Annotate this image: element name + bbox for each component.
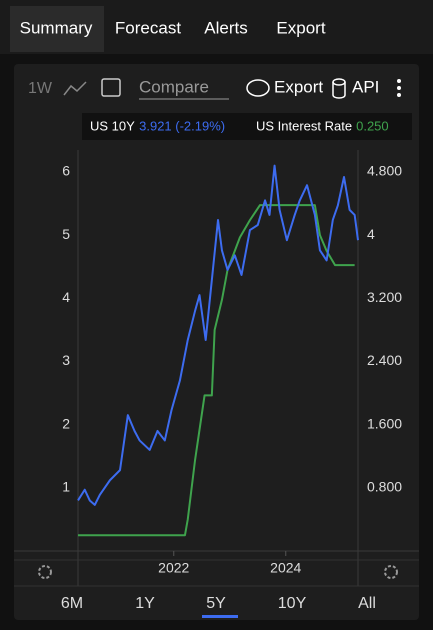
tab[interactable]: Export: [276, 18, 325, 37]
card: [14, 64, 419, 620]
interval[interactable]: 1W: [28, 80, 53, 97]
x-tick-label: 2022: [158, 560, 189, 576]
y-tick-label: 5: [62, 226, 70, 242]
y2-tick-label: 1.600: [367, 415, 402, 431]
range-selected: [202, 615, 238, 618]
legend-value: 3.921 (-2.19%): [139, 118, 225, 133]
calendar-icon[interactable]: [101, 78, 121, 97]
range-button[interactable]: 6M: [61, 595, 83, 612]
line-icon[interactable]: [63, 81, 87, 96]
tab[interactable]: Alerts: [204, 18, 247, 37]
range-button[interactable]: All: [358, 595, 376, 612]
tab-selected-bg: [10, 6, 104, 52]
legend-name: US 10Y: [90, 118, 135, 133]
export-icon[interactable]: [246, 79, 270, 97]
y2-tick-label: 2.400: [367, 352, 402, 368]
y2-tick-label: 4: [367, 226, 375, 242]
settings-icon[interactable]: [384, 565, 398, 579]
tab[interactable]: Forecast: [115, 18, 181, 37]
legend-name: US Interest Rate: [256, 118, 352, 133]
legend-value: 0.250: [356, 118, 389, 133]
y2-tick-label: 4.800: [367, 163, 402, 179]
api-icon-body: [332, 82, 346, 99]
range-button[interactable]: 1Y: [135, 595, 155, 612]
y-tick-label: 3: [62, 352, 70, 368]
menu-icon[interactable]: [397, 79, 401, 97]
y2-tick-label: 0.800: [367, 479, 402, 495]
tab[interactable]: Summary: [20, 18, 93, 37]
y-tick-label: 6: [62, 163, 70, 179]
y-tick-label: 4: [62, 289, 70, 305]
settings-icon[interactable]: [38, 565, 52, 579]
y-tick-label: 2: [62, 415, 70, 431]
series-line: [77, 164, 359, 506]
range-button[interactable]: 10Y: [278, 595, 307, 612]
export-button[interactable]: Export: [274, 77, 323, 96]
y-tick-label: 1: [62, 479, 70, 495]
range-button[interactable]: 5Y: [206, 595, 226, 612]
api-button[interactable]: API: [352, 77, 379, 96]
y2-tick-label: 3.200: [367, 289, 402, 305]
compare-input[interactable]: Compare: [139, 77, 209, 96]
x-tick-label: 2024: [270, 560, 301, 576]
legend: [82, 113, 412, 140]
